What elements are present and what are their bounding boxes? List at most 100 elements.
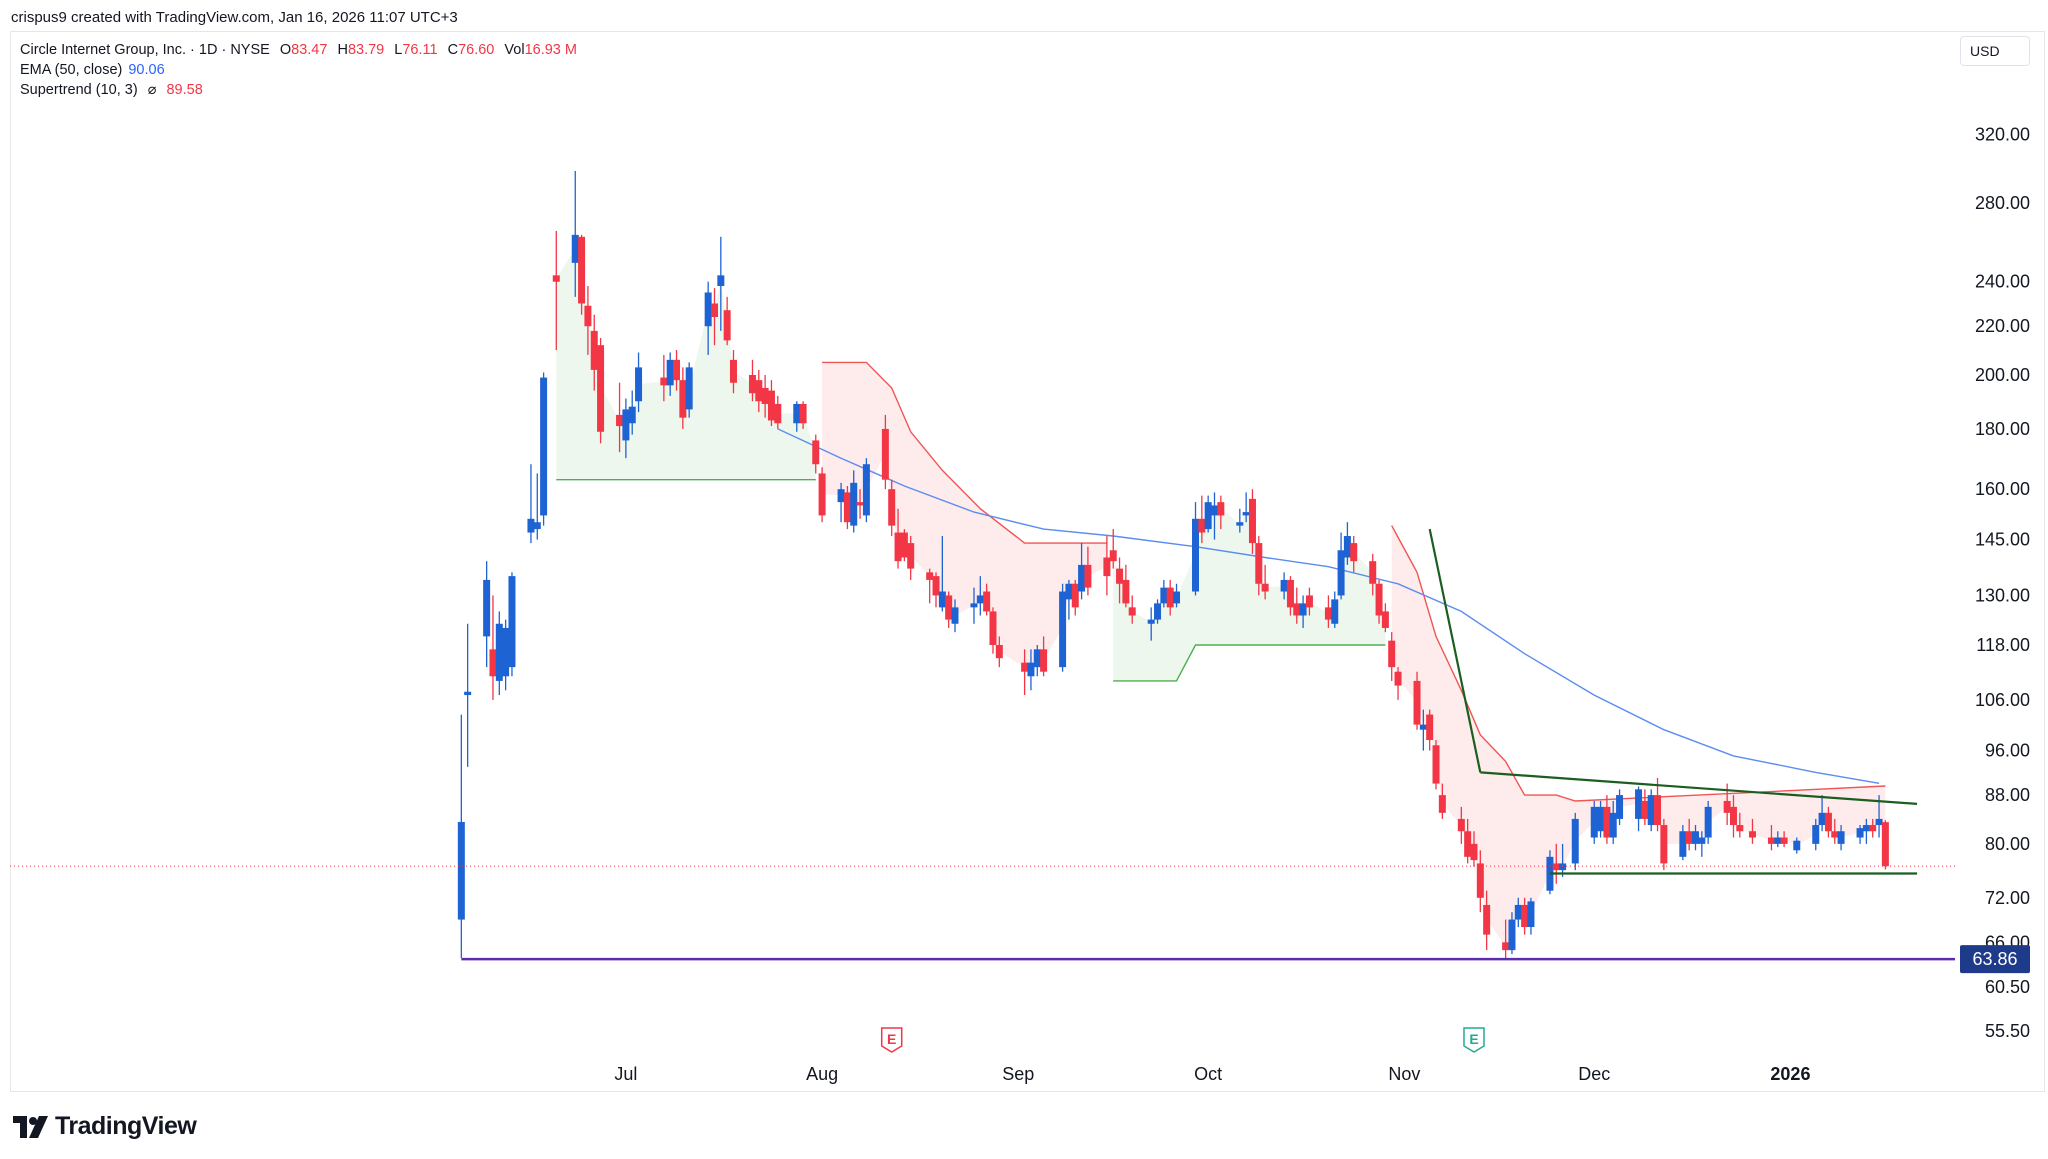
candle xyxy=(729,350,737,394)
candle-body xyxy=(1438,795,1446,813)
candle-body xyxy=(818,473,826,516)
candle-body xyxy=(1875,818,1883,826)
price-axis: 320.00 280.00 240.00 220.00 200.00 180.00 160.… xyxy=(1960,124,2030,1041)
candle xyxy=(1831,818,1839,844)
candle-body xyxy=(685,367,693,410)
candle-body xyxy=(483,579,491,637)
candle-body xyxy=(1552,863,1560,871)
candle-body xyxy=(502,627,510,677)
candle xyxy=(666,352,674,396)
candle-body xyxy=(1388,640,1396,668)
candle-body xyxy=(1692,831,1700,844)
candle xyxy=(983,583,991,616)
candle-body xyxy=(1856,828,1864,838)
candle xyxy=(970,587,978,624)
candle-body xyxy=(1198,518,1206,533)
candle xyxy=(1616,789,1624,826)
candle-body xyxy=(1419,724,1427,730)
candle-body xyxy=(1413,680,1421,725)
candle-body xyxy=(1470,843,1478,861)
candle xyxy=(464,623,472,767)
candle xyxy=(1654,777,1662,832)
candle xyxy=(1166,579,1174,616)
candle xyxy=(1305,587,1313,616)
candle xyxy=(1021,649,1029,696)
high-value: 83.79 xyxy=(347,42,385,58)
candle xyxy=(755,369,763,413)
ema-row[interactable]: EMA (50, close) 90.06 xyxy=(20,60,577,80)
candle xyxy=(1521,897,1529,935)
candle xyxy=(1381,603,1389,633)
x-tick-label: Sep xyxy=(1002,1064,1034,1084)
candle-body xyxy=(666,359,674,386)
symbol-label: Circle Internet Group, Inc. · 1D · NYSE xyxy=(20,42,270,58)
candle xyxy=(1818,795,1826,832)
candle-body xyxy=(1881,822,1889,867)
y-tick-label: 220.00 xyxy=(1975,316,2030,336)
candle-body xyxy=(945,595,953,620)
candle xyxy=(1109,529,1117,569)
candle xyxy=(483,561,491,668)
candle xyxy=(1343,522,1351,565)
candle-body xyxy=(951,607,959,624)
low-value: 76.11 xyxy=(402,42,438,58)
x-tick-label: Dec xyxy=(1578,1064,1610,1084)
candle-body xyxy=(970,603,978,608)
supertrend-row[interactable]: Supertrend (10, 3) ⌀ 89.58 xyxy=(20,80,577,100)
candle-body xyxy=(723,310,731,341)
y-tick-label: 320.00 xyxy=(1975,124,2030,144)
currency-button[interactable]: USD xyxy=(1960,36,2030,66)
candle xyxy=(502,619,510,691)
candle xyxy=(1470,831,1478,867)
candle-body xyxy=(1375,583,1383,616)
candle-body xyxy=(1824,812,1832,832)
candle-body xyxy=(1381,611,1389,628)
time-axis: Jul Aug Sep Oct Nov Dec 2026 xyxy=(614,1064,1810,1084)
ema-50-line xyxy=(777,428,1880,784)
earnings-marker-icon xyxy=(1463,1027,1485,1053)
candle-body xyxy=(1609,812,1617,838)
candle xyxy=(1255,536,1263,596)
candle xyxy=(818,467,826,523)
candle-body xyxy=(1862,825,1870,832)
supertrend-line-2 xyxy=(1113,644,1386,682)
candle-body xyxy=(628,406,636,424)
candle-body xyxy=(704,292,712,327)
chart-frame xyxy=(10,31,2045,1092)
candle xyxy=(1286,576,1294,616)
support-price-tag xyxy=(1960,945,2030,974)
y-tick-label: 160.00 xyxy=(1975,479,2030,499)
candle-body xyxy=(1280,579,1288,592)
candle xyxy=(1660,818,1668,871)
candle xyxy=(1780,831,1788,848)
chart-legend: Circle Internet Group, Inc. · 1D · NYSE … xyxy=(20,40,577,100)
candle-body xyxy=(926,572,934,580)
y-tick-label: 200.00 xyxy=(1975,365,2030,385)
candle-body xyxy=(1571,818,1579,864)
candle xyxy=(495,611,503,696)
candle-body xyxy=(1698,837,1706,844)
candle xyxy=(1033,644,1041,677)
candle-body xyxy=(679,380,687,418)
candle xyxy=(1483,890,1491,951)
candle-body xyxy=(1059,591,1067,668)
candle xyxy=(1293,587,1301,624)
candle xyxy=(1350,536,1358,573)
candle-body xyxy=(1217,502,1225,516)
candle xyxy=(1210,492,1218,540)
candle xyxy=(590,314,598,391)
candle-body xyxy=(1192,518,1200,592)
tradingview-logo[interactable]: TradingView xyxy=(13,1112,197,1141)
candle-body xyxy=(1476,863,1484,898)
candle xyxy=(616,382,624,453)
candle xyxy=(1793,837,1801,854)
candle xyxy=(660,354,668,402)
candle-body xyxy=(1065,583,1073,600)
candle xyxy=(894,508,902,569)
candle xyxy=(1692,825,1700,851)
y-tick-label: 72.00 xyxy=(1985,888,2030,908)
candle xyxy=(1679,825,1687,861)
candle xyxy=(723,296,731,346)
candle-body xyxy=(774,403,782,424)
